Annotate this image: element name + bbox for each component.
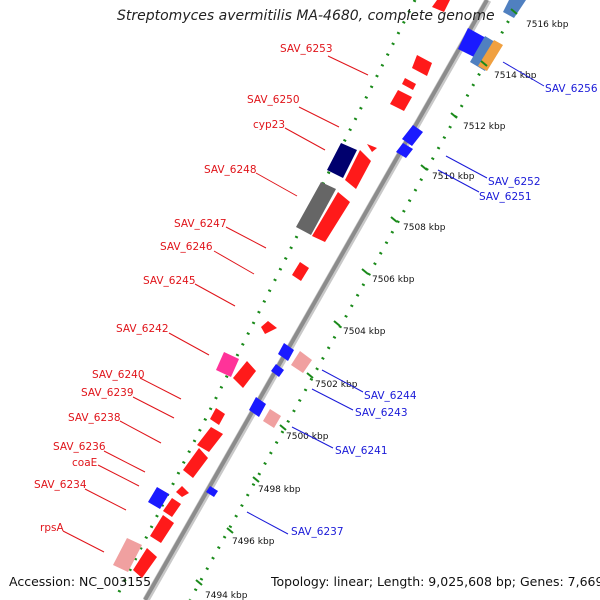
gene-label[interactable]: cyp23 — [253, 119, 285, 131]
feature-block[interactable] — [367, 144, 377, 152]
feature-block[interactable] — [261, 321, 277, 334]
feature-block[interactable] — [163, 498, 181, 517]
feature-block[interactable] — [396, 143, 413, 158]
gene-label[interactable]: coaE — [72, 457, 97, 469]
feature-block[interactable] — [503, 0, 526, 18]
feature-block[interactable] — [412, 55, 432, 76]
accession-text: Accession: NC_003155 — [9, 574, 152, 589]
gene-label[interactable]: SAV_6236 — [53, 441, 106, 453]
feature-block[interactable] — [402, 78, 416, 90]
feature-block[interactable] — [233, 361, 256, 388]
feature-block[interactable] — [183, 448, 208, 478]
gene-label[interactable]: rpsA — [40, 522, 64, 534]
feature-block[interactable] — [271, 364, 284, 377]
gene-label[interactable]: SAV_6242 — [116, 323, 169, 335]
gene-label[interactable]: SAV_6252 — [488, 176, 541, 188]
feature-block[interactable] — [292, 262, 309, 281]
scale-tick-label: 7494 kbp — [205, 591, 248, 600]
gene-label[interactable]: SAV_6248 — [204, 164, 257, 176]
scale-tick-label: 7506 kbp — [372, 275, 415, 285]
feature-block[interactable] — [249, 397, 266, 417]
scale-tick-label: 7514 kbp — [494, 71, 537, 81]
scale-tick-label: 7502 kbp — [315, 380, 358, 390]
feature-block[interactable] — [197, 427, 223, 452]
gene-label[interactable]: SAV_6241 — [335, 445, 388, 457]
feature-block[interactable] — [263, 409, 281, 428]
gene-label[interactable]: SAV_6239 — [81, 387, 134, 399]
scale-tick-label: 7508 kbp — [403, 223, 446, 233]
genome-backbone — [143, 0, 489, 600]
genome-summary-text: Topology: linear; Length: 9,025,608 bp; … — [271, 574, 600, 589]
feature-block[interactable] — [216, 352, 239, 377]
feature-block[interactable] — [148, 487, 169, 509]
scale-tick-label: 7512 kbp — [463, 122, 506, 132]
scale-tick-label: 7516 kbp — [526, 20, 569, 30]
feature-block[interactable] — [312, 192, 350, 242]
gene-label[interactable]: SAV_6256 — [545, 83, 598, 95]
scale-ticks: 7494 kbp 7496 kbp 7498 kbp 7500 kbp 7502… — [195, 8, 569, 600]
gene-label[interactable]: SAV_6234 — [34, 479, 87, 491]
gene-label[interactable]: SAV_6244 — [364, 390, 417, 402]
feature-block[interactable] — [278, 343, 294, 361]
right-dotted-guide — [188, 0, 522, 600]
feature-block[interactable] — [327, 143, 357, 178]
gene-label[interactable]: SAV_6253 — [280, 43, 333, 55]
gene-label[interactable]: SAV_6247 — [174, 218, 227, 230]
gene-label[interactable]: SAV_6246 — [160, 241, 213, 253]
feature-block[interactable] — [345, 150, 371, 189]
feature-block[interactable] — [291, 351, 312, 373]
left-dotted-guide — [113, 0, 417, 600]
gene-label[interactable]: SAV_6237 — [291, 526, 344, 538]
gene-label[interactable]: SAV_6238 — [68, 412, 121, 424]
gene-labels-left: SAV_6253 SAV_6250 cyp23 SAV_6248 SAV_624… — [34, 43, 369, 553]
gene-label[interactable]: SAV_6243 — [355, 407, 408, 419]
gene-label[interactable]: SAV_6245 — [143, 275, 196, 287]
feature-block[interactable] — [176, 486, 189, 497]
gene-label[interactable]: SAV_6250 — [247, 94, 300, 106]
feature-block[interactable] — [390, 90, 412, 111]
feature-block[interactable] — [296, 182, 336, 235]
scale-tick-label: 7496 kbp — [232, 537, 275, 547]
feature-block[interactable] — [210, 408, 225, 425]
scale-tick-label: 7500 kbp — [286, 432, 329, 442]
scale-tick-label: 7510 kbp — [432, 172, 475, 182]
feature-block[interactable] — [133, 548, 157, 578]
scale-tick-label: 7498 kbp — [258, 485, 301, 495]
gene-labels-right: SAV_6256 SAV_6252 SAV_6251 SAV_6244 SAV_… — [246, 61, 598, 538]
feature-block[interactable] — [432, 0, 450, 12]
feature-block[interactable] — [206, 486, 218, 497]
feature-block[interactable] — [150, 515, 174, 543]
feature-block[interactable] — [113, 538, 142, 572]
feature-block[interactable] — [402, 125, 423, 146]
gene-label[interactable]: SAV_6251 — [479, 191, 532, 203]
gene-label[interactable]: SAV_6240 — [92, 369, 145, 381]
scale-tick-label: 7504 kbp — [343, 327, 386, 337]
genome-title: Streptomyces avermitilis MA-4680, comple… — [117, 8, 495, 24]
